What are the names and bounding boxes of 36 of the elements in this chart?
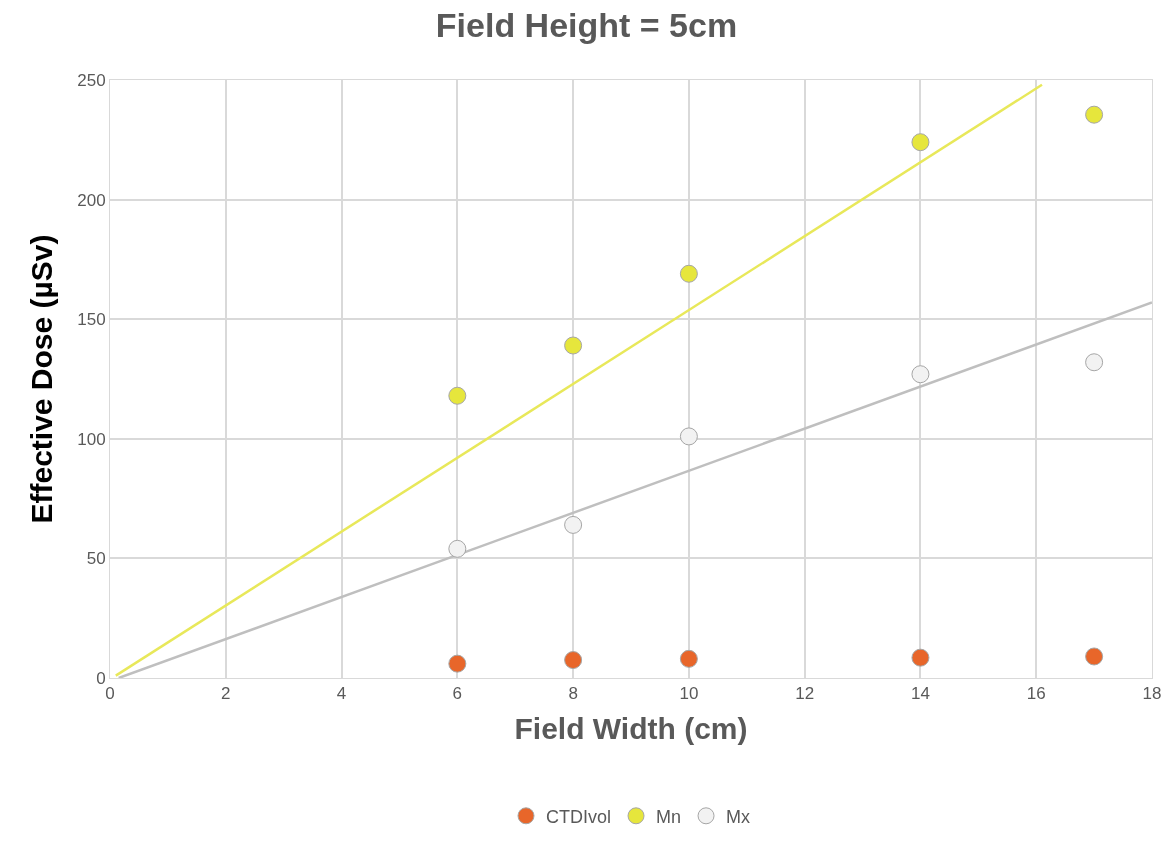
x-tick-label: 4 [336, 684, 347, 704]
point [448, 386, 467, 405]
point [1085, 353, 1104, 372]
point [448, 539, 467, 558]
point [564, 651, 583, 670]
x-tick-label: 6 [452, 684, 463, 704]
x-tick-label: 2 [221, 684, 231, 704]
point [679, 649, 698, 668]
chart-title: Field Height = 5cm [435, 5, 738, 44]
point [448, 654, 467, 673]
point [1085, 647, 1104, 666]
y-tick-label: 50 [86, 549, 106, 569]
x-tick-label: 14 [910, 684, 930, 704]
legend-label: Mx [726, 806, 751, 827]
y-tick-label: 100 [77, 429, 106, 449]
point [911, 133, 930, 152]
y-tick-label: 250 [77, 70, 106, 90]
x-tick-label: 8 [568, 684, 578, 704]
legend-label: CTDIvol [546, 806, 612, 827]
point [564, 336, 583, 355]
point [679, 427, 698, 446]
y-tick-label: 200 [77, 190, 106, 210]
x-tick-label: 12 [795, 684, 815, 704]
point [911, 365, 930, 384]
x-tick-label: 16 [1026, 684, 1046, 704]
point [1085, 105, 1104, 124]
point [911, 648, 930, 667]
y-tick-label: 150 [77, 310, 106, 330]
y-axis-title: Effective Dose (µSv) [25, 234, 59, 524]
x-tick-label: 10 [679, 684, 699, 704]
point [564, 515, 583, 534]
x-tick-label: 18 [1142, 684, 1162, 704]
x-axis-title: Field Width (cm) [514, 711, 748, 745]
y-tick-label: 0 [96, 668, 106, 688]
point [679, 264, 698, 283]
legend-label: Mn [656, 806, 682, 827]
